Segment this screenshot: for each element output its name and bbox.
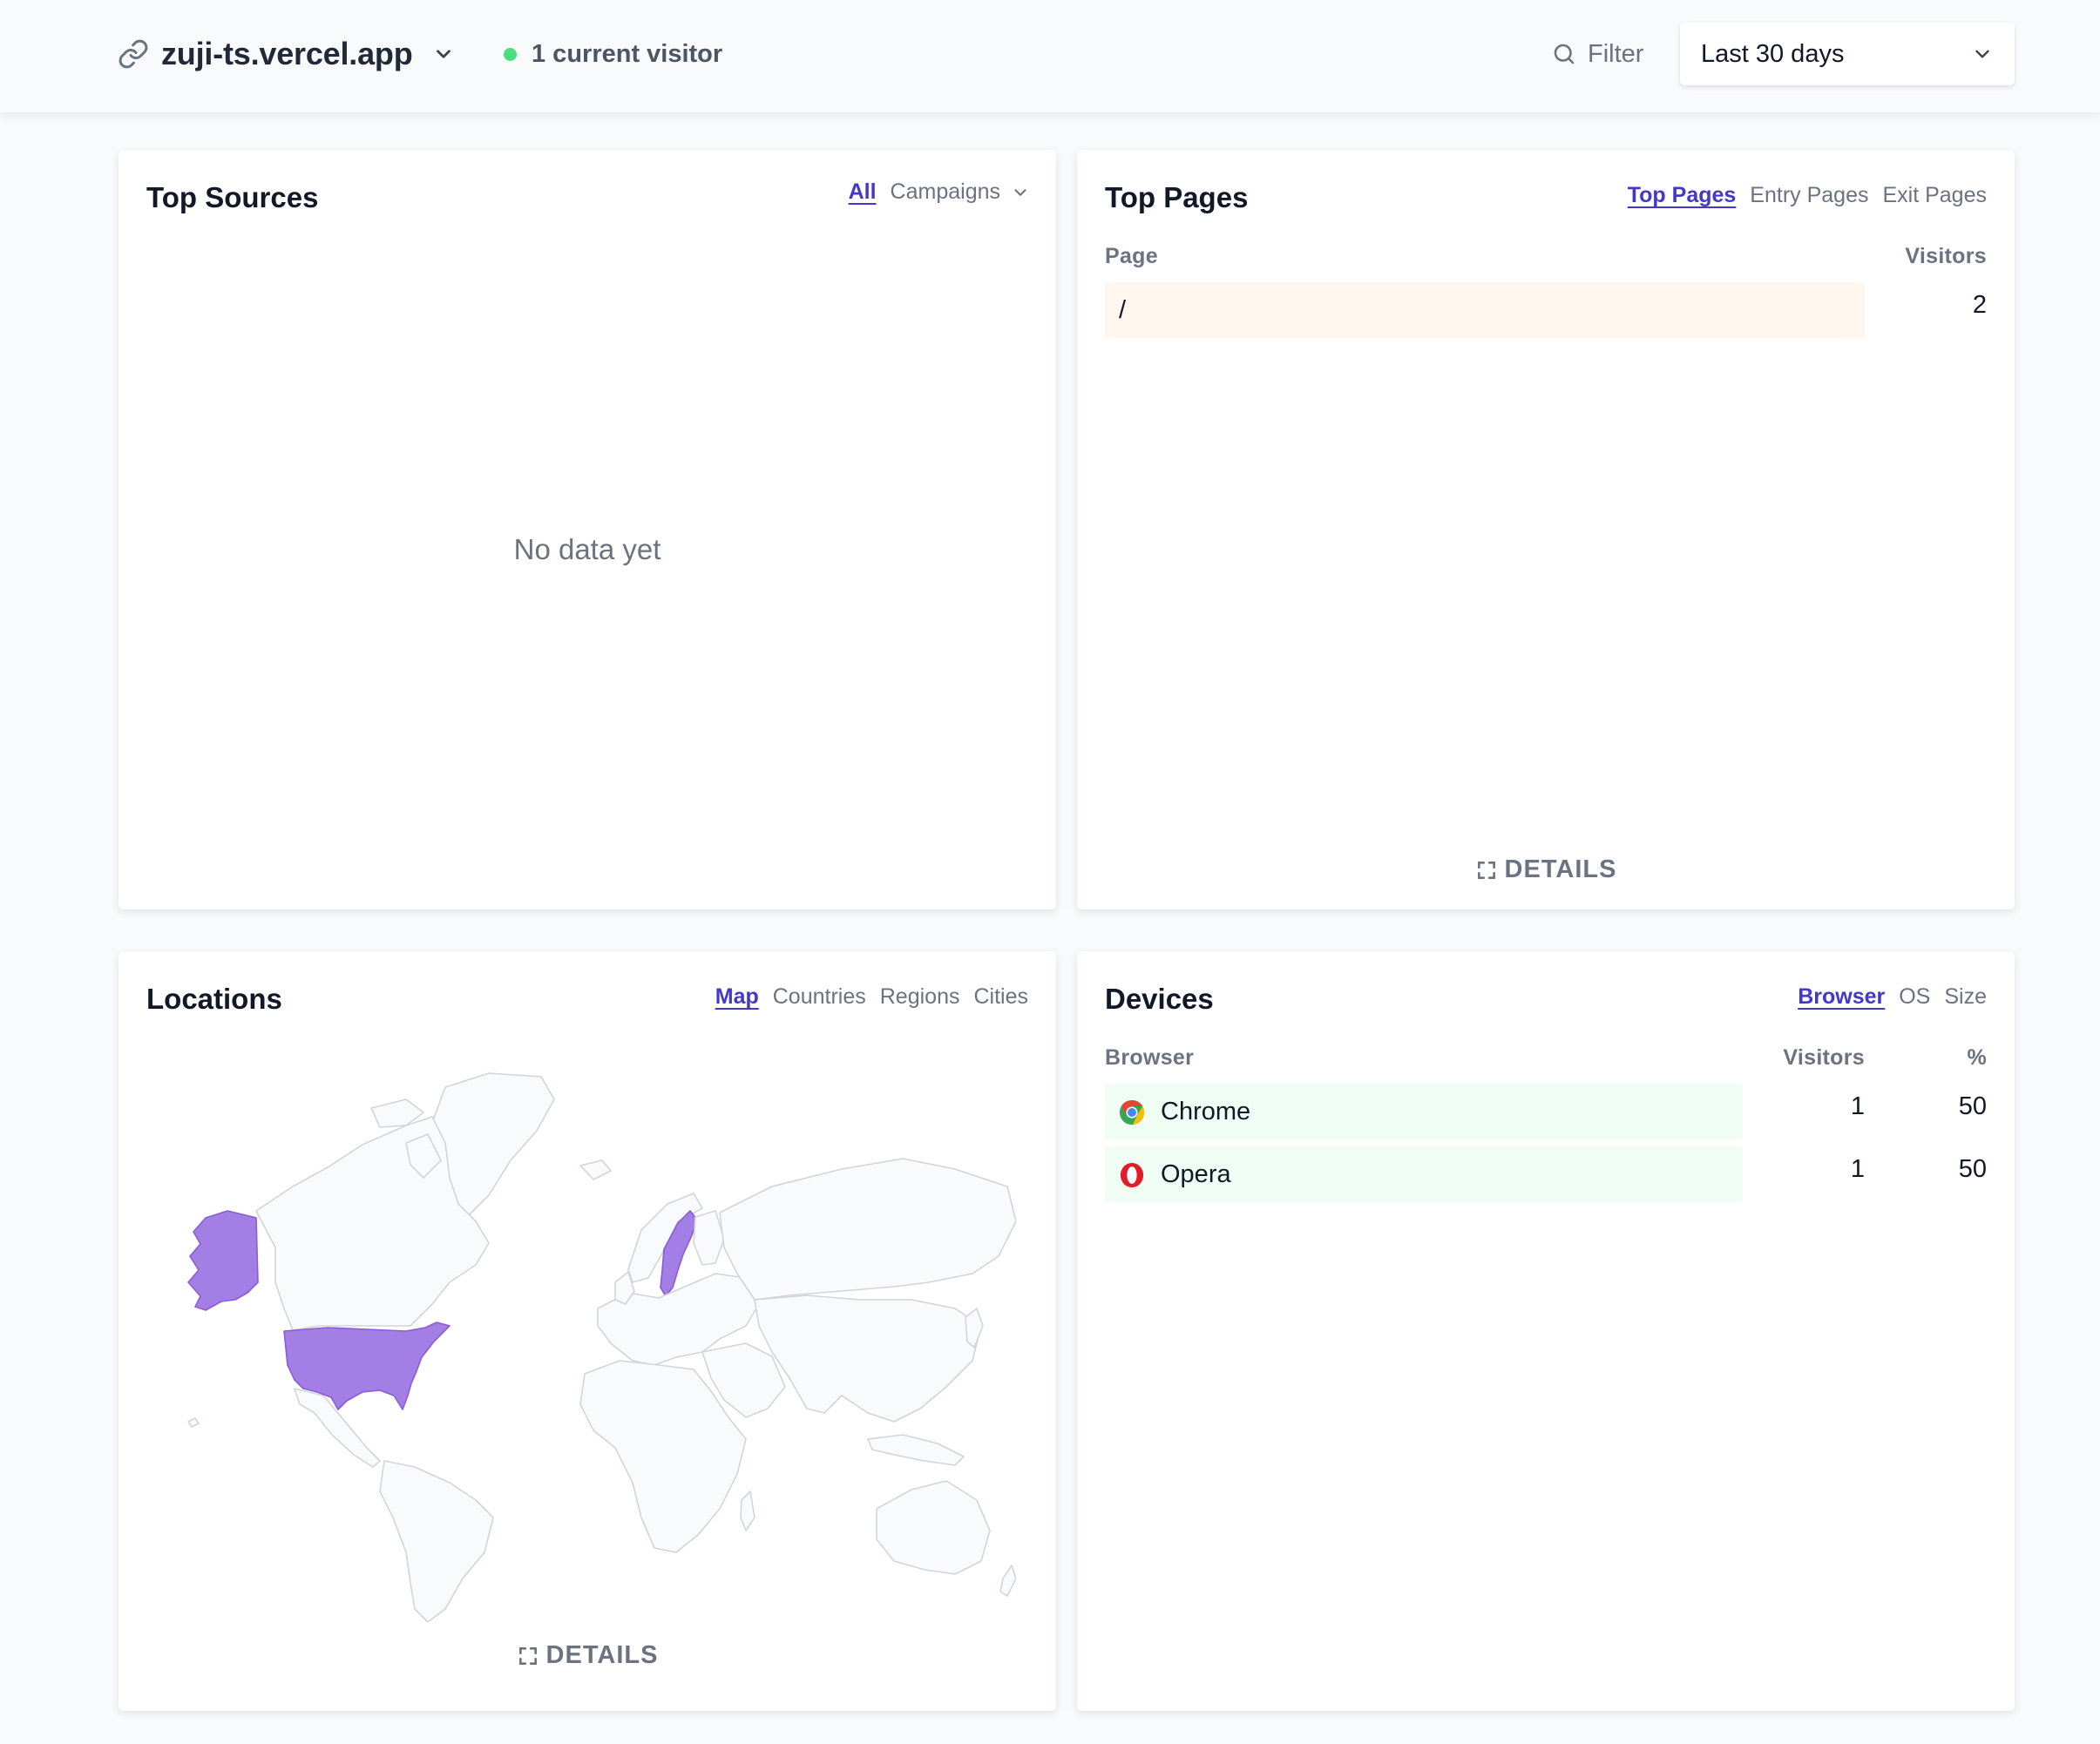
current-visitors-label[interactable]: 1 current visitor: [532, 39, 723, 68]
page-visitors: 2: [1972, 291, 1987, 319]
row-bar: [1105, 282, 1865, 338]
tab-entry-pages[interactable]: Entry Pages: [1750, 183, 1869, 207]
search-icon: [1554, 44, 1575, 64]
details-button[interactable]: DETAILS: [119, 1641, 1056, 1670]
map-indonesia[interactable]: [867, 1434, 965, 1466]
tab-size[interactable]: Size: [1944, 984, 1987, 1009]
live-dot-icon: [504, 47, 517, 61]
column-header-browser: Browser: [1105, 1045, 1195, 1070]
top-sources-tabs: All Campaigns: [835, 179, 1030, 205]
tab-cities[interactable]: Cities: [973, 984, 1028, 1009]
top-pages-card: Top Pages Top Pages Entry Pages Exit Pag…: [1077, 150, 2015, 909]
row-bar: [1105, 1084, 1743, 1139]
map-sweden[interactable]: [660, 1210, 698, 1297]
tab-countries[interactable]: Countries: [772, 984, 866, 1009]
map-baffin-island[interactable]: [405, 1133, 442, 1179]
opera-icon: [1120, 1162, 1144, 1187]
browser-percent: 50: [1958, 1092, 1987, 1120]
locations-tabs: Map Countries Regions Cities: [701, 984, 1028, 1010]
top-pages-title: Top Pages: [1105, 181, 1249, 213]
tab-map[interactable]: Map: [715, 984, 759, 1009]
browser-visitors: 1: [1850, 1155, 1865, 1183]
map-russia[interactable]: [719, 1158, 1016, 1301]
tab-campaigns-label: Campaigns: [890, 179, 1000, 204]
period-label: Last 30 days: [1701, 39, 1845, 68]
map-alaska[interactable]: [187, 1210, 259, 1311]
column-header-visitors: Visitors: [1783, 1045, 1865, 1070]
browser-name[interactable]: Chrome: [1119, 1098, 1250, 1126]
browser-name[interactable]: Opera: [1119, 1160, 1231, 1189]
row-bar: [1105, 1146, 1743, 1202]
map-japan[interactable]: [965, 1308, 984, 1349]
map-usa[interactable]: [283, 1322, 450, 1410]
map-iceland[interactable]: [579, 1159, 612, 1180]
current-visitors[interactable]: 1 current visitor: [504, 38, 722, 70]
empty-state: No data yet: [513, 533, 661, 565]
chrome-icon: [1119, 1099, 1145, 1125]
map-south-america[interactable]: [379, 1460, 494, 1622]
browser-label: Opera: [1161, 1160, 1231, 1188]
map-central-america[interactable]: [294, 1388, 381, 1468]
tab-browser[interactable]: Browser: [1798, 984, 1886, 1009]
chevron-down-icon[interactable]: [432, 43, 455, 65]
site-domain[interactable]: zuji-ts.vercel.app: [161, 36, 413, 71]
map-finland[interactable]: [693, 1210, 725, 1266]
top-pages-tabs: Top Pages Entry Pages Exit Pages: [1614, 183, 1987, 208]
map-africa[interactable]: [579, 1360, 747, 1553]
map-australia[interactable]: [876, 1480, 991, 1575]
tab-top-pages[interactable]: Top Pages: [1627, 183, 1737, 207]
column-header-percent: %: [1967, 1045, 1987, 1070]
page-path[interactable]: /: [1119, 296, 1127, 324]
devices-title: Devices: [1105, 983, 1214, 1015]
map-uk[interactable]: [614, 1271, 635, 1305]
filter-button[interactable]: Filter: [1551, 35, 1643, 73]
details-label: DETAILS: [545, 1641, 659, 1669]
period-picker[interactable]: Last 30 days: [1680, 23, 2015, 85]
link-icon: [119, 39, 148, 69]
tab-exit-pages[interactable]: Exit Pages: [1882, 183, 1987, 207]
browser-label: Chrome: [1161, 1098, 1251, 1125]
world-map[interactable]: [145, 1065, 1016, 1622]
tab-regions[interactable]: Regions: [879, 984, 960, 1009]
maximize-icon: [518, 1646, 537, 1665]
locations-card: Locations Map Countries Regions Cities: [119, 951, 1056, 1711]
devices-tabs: Browser OS Size: [1784, 984, 1987, 1010]
locations-title: Locations: [146, 983, 282, 1015]
top-sources-card: Top Sources All Campaigns No data yet: [119, 150, 1056, 909]
map-europe[interactable]: [597, 1273, 760, 1366]
top-sources-title: Top Sources: [146, 181, 319, 213]
map-arctic-islands[interactable]: [370, 1098, 424, 1128]
tab-os[interactable]: OS: [1899, 984, 1931, 1009]
map-madagascar[interactable]: [740, 1491, 755, 1531]
map-middle-east[interactable]: [701, 1342, 786, 1418]
maximize-icon: [1477, 861, 1495, 879]
browser-visitors: 1: [1850, 1092, 1865, 1120]
chevron-down-icon: [1975, 50, 1989, 58]
map-new-zealand[interactable]: [999, 1565, 1016, 1597]
column-header-visitors: Visitors: [1905, 244, 1987, 268]
devices-card: Devices Browser OS Size Browser Visitors…: [1077, 951, 2015, 1711]
top-bar: zuji-ts.vercel.app 1 current visitor Fil…: [0, 0, 2100, 112]
details-button[interactable]: DETAILS: [1077, 855, 2015, 884]
details-label: DETAILS: [1504, 855, 1617, 883]
filter-label: Filter: [1588, 39, 1644, 68]
map-asia-south[interactable]: [754, 1294, 982, 1423]
tab-campaigns[interactable]: Campaigns: [891, 179, 1030, 205]
map-hawaii[interactable]: [187, 1417, 200, 1428]
tab-all[interactable]: All: [848, 179, 877, 204]
column-header-page: Page: [1105, 244, 1158, 268]
chevron-down-icon: [1014, 188, 1026, 196]
site-switcher[interactable]: zuji-ts.vercel.app: [118, 33, 455, 75]
browser-percent: 50: [1958, 1155, 1987, 1183]
